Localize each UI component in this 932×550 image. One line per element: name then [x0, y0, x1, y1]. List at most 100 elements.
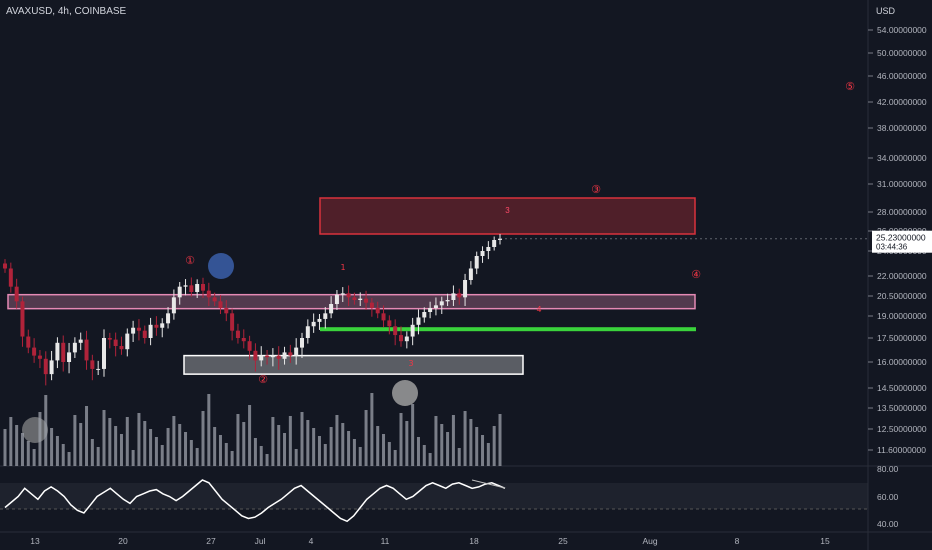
volume-bar — [114, 426, 118, 466]
support-level-line — [320, 327, 696, 332]
volume-bar — [387, 442, 391, 466]
price-tick-label: 42.00000000 — [877, 97, 927, 107]
price-tick-label: 22.00000000 — [877, 271, 927, 281]
candle-body — [72, 342, 77, 353]
candle-body — [8, 268, 13, 287]
wave-label: ② — [258, 373, 268, 386]
candle-body — [189, 285, 194, 292]
volume-bar — [15, 425, 19, 466]
candle-body — [235, 330, 240, 338]
volume-bar — [67, 452, 71, 466]
candle-body — [96, 368, 101, 370]
zone-box — [183, 354, 524, 375]
candle-body — [154, 324, 159, 328]
candle-body — [32, 347, 37, 356]
volume-bar — [230, 451, 234, 466]
volume-bar — [283, 433, 287, 466]
volume-bar — [242, 422, 246, 466]
volume-bar — [131, 450, 135, 466]
price-tick-label: 14.50000000 — [877, 383, 927, 393]
volume-bar — [306, 420, 310, 466]
candle-body — [369, 302, 374, 308]
time-tick-label: Jul — [255, 536, 266, 546]
candle-body — [20, 301, 25, 337]
candle-body — [486, 247, 491, 251]
volume-bar — [300, 412, 304, 466]
price-tick-label: 38.00000000 — [877, 123, 927, 133]
candle-body — [439, 301, 444, 306]
candle-body — [171, 297, 176, 314]
volume-bar — [475, 427, 479, 466]
candle-body — [78, 339, 83, 343]
oscillator-trendline — [471, 479, 506, 489]
candle-body — [61, 342, 66, 362]
candle-body — [125, 333, 130, 350]
candle-body — [480, 251, 485, 256]
volume-bar — [73, 415, 77, 466]
volume-bar — [329, 427, 333, 466]
price-tick-label: 12.50000000 — [877, 424, 927, 434]
candle-body — [300, 338, 304, 348]
candle-body — [457, 293, 462, 298]
volume-bar — [277, 425, 281, 466]
volume-bar — [347, 431, 351, 466]
time-tick-label: 20 — [118, 536, 128, 546]
volume-bar — [108, 418, 112, 466]
volume-bar — [393, 450, 397, 466]
volume-bar — [370, 393, 374, 466]
volume-bar — [178, 424, 182, 466]
candle-body — [107, 338, 112, 340]
volume-bar — [382, 434, 386, 466]
volume-bar — [26, 441, 30, 466]
candle-body — [3, 263, 7, 269]
volume-bar — [172, 416, 176, 466]
currency-label: USD — [876, 6, 896, 16]
candle-body — [241, 338, 246, 342]
volume-bar — [341, 423, 345, 466]
candle-body — [84, 339, 89, 361]
volume-bar — [416, 437, 420, 466]
price-tick-label: 34.00000000 — [877, 153, 927, 163]
candle-body — [410, 324, 415, 337]
volume-bar — [85, 406, 89, 466]
candle-body — [212, 297, 217, 302]
time-tick-label: 13 — [30, 536, 40, 546]
volume-bar — [149, 429, 153, 466]
candle-body — [224, 308, 229, 314]
wave-label: 4 — [536, 305, 541, 314]
volume-bar — [218, 435, 222, 466]
price-tick-label: 46.00000000 — [877, 71, 927, 81]
symbol-header: AVAXUSD, 4h, COINBASE — [6, 6, 127, 17]
volume-bar — [457, 448, 461, 466]
volume-bar — [434, 416, 438, 466]
candle-body — [206, 290, 211, 298]
candle-body — [131, 327, 136, 334]
volume-bar — [55, 436, 59, 466]
volume-bar — [61, 444, 65, 466]
volume-bar — [3, 429, 7, 466]
wave-label: ① — [185, 254, 195, 267]
candle-body — [253, 350, 258, 361]
volume-bar — [96, 447, 100, 466]
volume-bar — [32, 449, 36, 466]
volume-bar — [312, 428, 316, 466]
volume-bar — [184, 432, 188, 466]
volume-bar — [248, 405, 252, 466]
candle-body — [67, 352, 72, 362]
volume-bar — [440, 424, 444, 466]
candle-body — [305, 326, 310, 338]
candle-body — [195, 284, 200, 292]
wave-label: ⑤ — [845, 80, 855, 93]
candle-body — [230, 313, 235, 331]
candle-body — [422, 312, 427, 318]
candle-body — [498, 238, 502, 240]
volume-bar — [376, 426, 380, 466]
volume-bar — [428, 453, 432, 466]
candle-body — [334, 294, 339, 304]
volume-bar — [38, 412, 42, 466]
candle-body — [49, 360, 54, 375]
volume-bar — [195, 448, 199, 466]
candle-body — [166, 313, 171, 324]
